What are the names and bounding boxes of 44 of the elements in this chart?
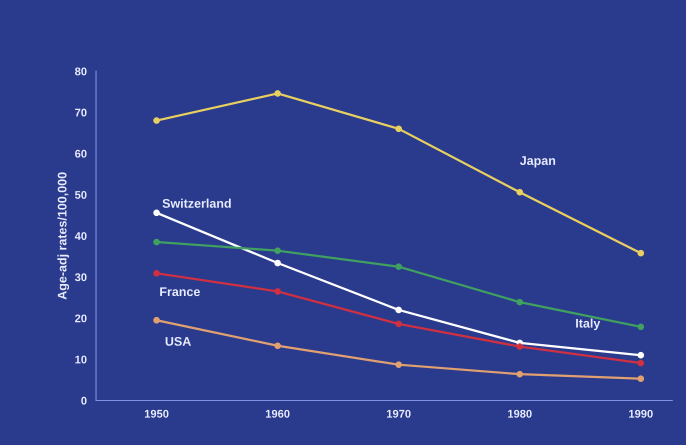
y-axis-title: Age-adj rates/100,000 [57,172,70,300]
point [516,298,524,306]
x-tick-label: 1990 [629,410,653,418]
point [274,247,281,254]
x-tick-label: 1960 [266,410,290,418]
point [274,288,281,295]
series-label: Italy [576,318,600,330]
point [395,263,402,270]
point [274,90,281,97]
x-tick-label: 1980 [508,410,532,418]
point [395,306,402,314]
y-tick-label: 50 [74,190,87,199]
point [395,320,402,328]
point [153,210,160,216]
point [638,324,644,330]
series-label: Switzerland [162,198,231,208]
y-tick-label: 20 [75,314,87,322]
point [153,270,160,277]
series-label: Japan [520,156,556,168]
point [153,238,160,246]
series-label: France [160,287,200,296]
point [516,343,524,350]
y-tick-label: 40 [74,232,87,240]
point [516,188,524,196]
y-tick-label: 60 [75,150,87,158]
point [274,342,281,350]
x-tick-label: 1970 [387,410,411,418]
y-tick-label: 80 [75,67,87,76]
x-tick-label: 1950 [144,410,168,418]
point [638,375,644,382]
series-label: USA [166,336,191,346]
point [638,250,644,256]
point [516,370,524,378]
y-tick-label: 70 [75,108,87,116]
point [274,260,281,266]
point [395,361,402,368]
y-tick-label: 10 [75,356,87,364]
point [638,360,644,366]
y-tick-label: 0 [81,396,87,405]
point [395,126,402,132]
point [153,316,160,324]
point [638,352,644,359]
point [153,117,160,124]
y-tick-label: 30 [74,273,87,282]
